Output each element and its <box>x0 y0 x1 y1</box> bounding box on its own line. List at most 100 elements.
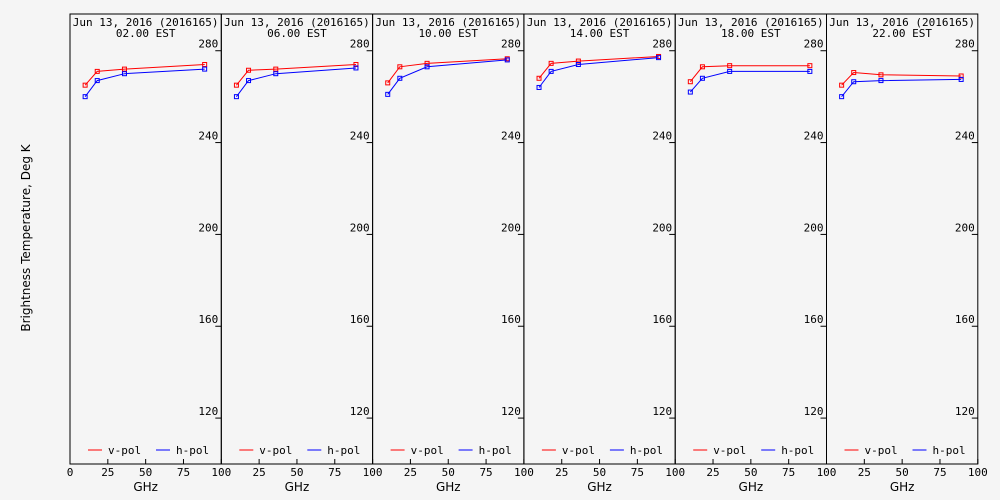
y-tick-label: 200 <box>198 221 218 234</box>
x-axis-label: GHz <box>587 480 612 494</box>
series-line-v-pol <box>841 71 962 86</box>
panel-frame <box>69 13 222 465</box>
data-point-h-pol <box>878 78 884 84</box>
data-point-h-pol <box>121 71 127 77</box>
y-tick-label: 160 <box>501 313 521 326</box>
x-tick-label: 25 <box>555 466 568 479</box>
data-point-h-pol <box>656 55 662 61</box>
data-point-v-pol <box>202 62 208 68</box>
panel-title: Jun 13, 2016 (2016165) <box>375 16 521 29</box>
data-point-v-pol <box>851 70 857 76</box>
y-tick-label: 120 <box>501 405 521 418</box>
data-point-h-pol <box>839 94 845 100</box>
data-point-h-pol <box>424 64 430 70</box>
panel-title: Jun 13, 2016 (2016165) <box>224 16 370 29</box>
y-tick-label: 200 <box>350 221 370 234</box>
legend-label-h-pol: h-pol <box>781 444 814 457</box>
x-tick-label: 100 <box>363 466 383 479</box>
data-point-v-pol <box>82 82 88 88</box>
y-tick-label: 160 <box>350 313 370 326</box>
y-tick-label: 280 <box>501 38 521 51</box>
y-tick-label: 280 <box>350 38 370 51</box>
y-tick-label: 120 <box>198 405 218 418</box>
x-tick-label: 50 <box>593 466 606 479</box>
legend-label-v-pol: v-pol <box>411 444 444 457</box>
data-point-v-pol <box>94 68 100 74</box>
panel-2: Jun 13, 2016 (2016165)06.00 EST 120 160 200… <box>220 13 383 494</box>
y-tick-label: 120 <box>955 405 975 418</box>
data-point-h-pol <box>273 71 279 77</box>
panel-4: Jun 13, 2016 (2016165)14.00 EST 120 160 200… <box>523 13 685 494</box>
y-tick-label: 240 <box>350 130 370 143</box>
x-tick-label: 75 <box>933 466 946 479</box>
series-line-v-pol <box>387 58 508 84</box>
data-point-v-pol <box>687 79 693 85</box>
y-axis-label: Brightness Temperature, Deg K <box>19 143 33 331</box>
data-point-h-pol <box>385 91 391 97</box>
x-tick-label: 50 <box>896 466 909 479</box>
series-line-h-pol <box>538 57 659 88</box>
data-point-h-pol <box>687 89 693 95</box>
x-tick-label: 75 <box>328 466 341 479</box>
data-point-h-pol <box>246 78 252 84</box>
x-tick-label: 75 <box>479 466 492 479</box>
x-tick-label: 75 <box>177 466 190 479</box>
data-point-h-pol <box>851 79 857 85</box>
data-point-v-pol <box>273 66 279 72</box>
y-tick-label: 280 <box>955 38 975 51</box>
series-line-v-pol <box>538 56 659 79</box>
data-point-v-pol <box>958 73 964 79</box>
data-point-v-pol <box>699 64 705 70</box>
x-tick-label: 75 <box>631 466 644 479</box>
series-line-h-pol <box>387 59 508 95</box>
panel-subtitle: 18.00 EST <box>721 27 781 40</box>
data-point-h-pol <box>548 68 554 74</box>
legend-label-h-pol: h-pol <box>479 444 512 457</box>
x-tick-label: 25 <box>404 466 417 479</box>
data-point-h-pol <box>575 62 581 68</box>
panel-frame <box>372 13 525 465</box>
panel-title: Jun 13, 2016 (2016165) <box>73 16 219 29</box>
x-tick-label: 0 <box>67 466 74 479</box>
y-tick-label: 200 <box>804 221 824 234</box>
data-point-v-pol <box>353 62 359 68</box>
panel-subtitle: 06.00 EST <box>267 27 327 40</box>
legend-label-v-pol: v-pol <box>562 444 595 457</box>
x-axis-label: GHz <box>739 480 764 494</box>
legend-label-h-pol: h-pol <box>933 444 966 457</box>
x-axis-label: GHz <box>133 480 158 494</box>
y-tick-label: 240 <box>501 130 521 143</box>
panel-subtitle: 22.00 EST <box>872 27 932 40</box>
y-tick-label: 280 <box>198 38 218 51</box>
legend-label-h-pol: h-pol <box>630 444 663 457</box>
x-tick-label: 50 <box>442 466 455 479</box>
data-point-h-pol <box>536 84 542 90</box>
panel-frame <box>220 13 374 465</box>
y-tick-label: 200 <box>501 221 521 234</box>
x-tick-label: 100 <box>968 466 988 479</box>
legend-label-h-pol: h-pol <box>176 444 209 457</box>
series-line-h-pol <box>236 67 357 98</box>
y-tick-label: 280 <box>804 38 824 51</box>
data-point-v-pol <box>424 60 430 66</box>
legend-label-v-pol: v-pol <box>108 444 141 457</box>
x-tick-label: 25 <box>101 466 114 479</box>
panel-title: Jun 13, 2016 (2016165) <box>829 16 975 29</box>
data-point-v-pol <box>246 67 252 73</box>
x-axis-label: GHz <box>890 480 915 494</box>
y-tick-label: 240 <box>198 130 218 143</box>
data-point-v-pol <box>878 72 884 78</box>
y-tick-label: 280 <box>652 38 672 51</box>
series-line-h-pol <box>689 70 810 93</box>
data-point-h-pol <box>233 94 239 100</box>
y-tick-label: 240 <box>652 130 672 143</box>
y-tick-label: 200 <box>955 221 975 234</box>
series-line-v-pol <box>236 64 357 86</box>
data-point-v-pol <box>548 60 554 66</box>
series-line-h-pol <box>841 78 962 98</box>
y-tick-label: 160 <box>652 313 672 326</box>
x-tick-label: 75 <box>782 466 795 479</box>
data-point-v-pol <box>121 66 127 72</box>
data-point-v-pol <box>807 63 813 69</box>
